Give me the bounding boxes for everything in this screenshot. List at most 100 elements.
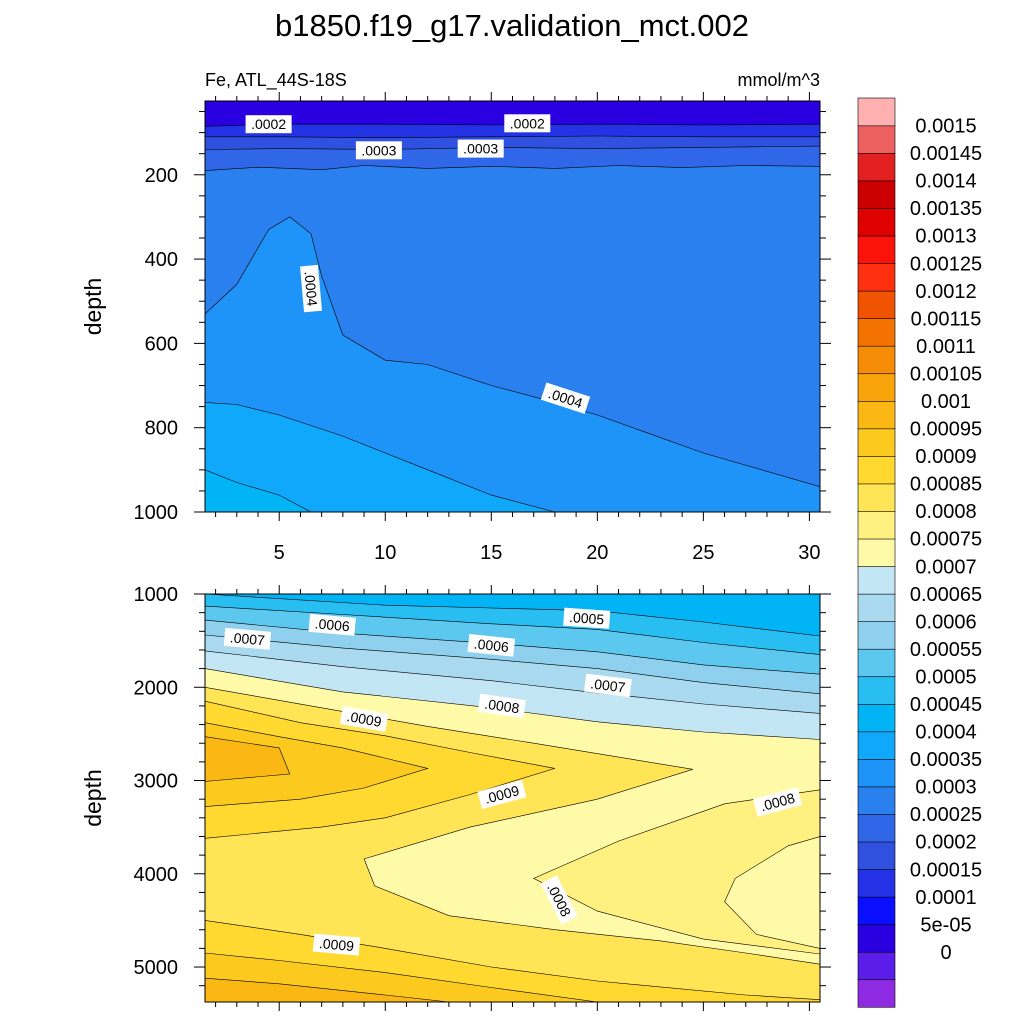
- y-tick-label: 400: [145, 249, 178, 271]
- colorbar-box: [857, 152, 896, 182]
- x-tick-label: 5: [274, 542, 285, 564]
- contour-label-bg: [245, 115, 292, 134]
- colorbar-box: [857, 703, 896, 733]
- colorbar-label: 0.00125: [910, 253, 982, 275]
- x-tick-label: 10: [374, 542, 396, 564]
- contour-lines: [205, 594, 820, 1002]
- contour-label: .0005: [563, 607, 611, 629]
- contour-label: .0003: [457, 139, 504, 158]
- contour-label-bg: [540, 382, 591, 414]
- contour-fill: [205, 469, 311, 512]
- contour-label-bg: [504, 114, 551, 133]
- contour-line: [205, 736, 291, 782]
- contour-label: .0007: [223, 627, 272, 650]
- contour-label-bg: [563, 607, 611, 629]
- x-tick-label: 30: [798, 542, 820, 564]
- units-label: mmol/m^3: [738, 70, 820, 90]
- colorbar-label: 0.0001: [915, 887, 976, 909]
- contour-label: .0009: [339, 706, 389, 732]
- colorbar-label: 0.00025: [910, 804, 982, 826]
- contour-fill: [205, 736, 290, 782]
- x-tick-label: 20: [586, 542, 608, 564]
- contour-label-text: .0009: [345, 708, 382, 730]
- contour-label-bg: [300, 264, 322, 313]
- colorbar-label: 5e-05: [920, 914, 971, 936]
- contour-line: [205, 165, 820, 171]
- colorbar-label: 0.0005: [915, 667, 976, 689]
- colorbar-label: 0.00015: [910, 859, 982, 881]
- colorbar-box: [857, 483, 896, 512]
- contour-label-text: .0002: [251, 116, 286, 132]
- contour-label-bg: [308, 613, 356, 636]
- contour-label-bg: [477, 779, 527, 810]
- y-tick-label: 600: [145, 333, 178, 355]
- colorbar-box: [857, 318, 896, 347]
- colorbar-box: [857, 373, 896, 402]
- colorbar-box: [857, 786, 896, 815]
- colorbar-box: [857, 813, 896, 843]
- contour-label-bg: [312, 933, 361, 956]
- colorbar-label: 0.00065: [910, 584, 982, 606]
- colorbar-box: [857, 593, 896, 622]
- colorbar-box: [857, 345, 896, 375]
- contour-label-text: .0007: [229, 629, 266, 648]
- contour-fill: [205, 978, 449, 1002]
- contour-label-text: .0002: [510, 115, 545, 131]
- y-axis-label: depth: [80, 278, 106, 336]
- colorbar-box: [857, 758, 896, 788]
- contour-line: [205, 216, 820, 487]
- contour-line: [205, 952, 598, 1002]
- contour-label: .0009: [312, 933, 361, 956]
- contour-label: .0006: [467, 633, 516, 657]
- contour-label-text: .0009: [318, 935, 355, 954]
- colorbar-box: [857, 896, 896, 925]
- colorbar-label: 0.0002: [915, 832, 976, 854]
- colorbar-box: [857, 924, 896, 953]
- colorbar-label: 0.00145: [910, 143, 982, 165]
- contour-line: [533, 789, 820, 955]
- contour-label: .0002: [504, 114, 551, 133]
- contour-line: [205, 722, 429, 807]
- colorbar-label: 0.00075: [910, 529, 982, 551]
- variable-region-label: Fe, ATL_44S-18S: [205, 70, 347, 91]
- colorbar-box: [857, 428, 896, 457]
- colorbar-box: [857, 731, 896, 760]
- contour-label-bg: [223, 627, 272, 650]
- lower-panel: .0006 .0007 .0005 .0006 .0007 .0008 .0009 .0009…: [80, 584, 831, 1011]
- y-tick-label: 2000: [134, 677, 179, 699]
- contour-label-bg: [355, 141, 402, 160]
- colorbar-label: 0.0009: [915, 446, 976, 468]
- contour-line: [205, 668, 820, 740]
- contour-label: .0007: [583, 673, 632, 698]
- colorbar-label: 0.0013: [915, 226, 976, 248]
- contour-label: .0002: [245, 115, 292, 134]
- colorbar-box: [857, 125, 896, 154]
- contour-label-bg: [753, 787, 803, 817]
- upper-panel: .0002.0002.0003.0003.0004.00045 10 15 20 25 3…: [80, 92, 831, 564]
- contour-label-text: .0008: [483, 696, 520, 717]
- colorbar-box: [857, 235, 896, 264]
- x-axis: 5 10 15 20 25 30: [215, 92, 821, 564]
- contour-fill: [724, 836, 820, 949]
- contour-line: [205, 650, 820, 714]
- contour-line: [205, 920, 820, 1000]
- y-tick-label: 800: [145, 418, 178, 440]
- contour-label-text: .0006: [473, 636, 510, 656]
- contour-label-text: .0003: [361, 142, 396, 158]
- contour-line: [205, 135, 820, 139]
- figure-title: b1850.f19_g17.validation_mct.002: [275, 8, 749, 43]
- contour-label-bg: [467, 633, 516, 657]
- contour-label: .0004: [300, 264, 322, 313]
- contour-label-bg: [477, 693, 526, 719]
- colorbar-box: [857, 400, 896, 430]
- colorbar-label: 0.00095: [910, 419, 982, 441]
- contour-label-text: .0007: [590, 675, 627, 695]
- colorbar-box: [857, 621, 896, 650]
- colorbar-label: 0.0011: [916, 336, 976, 358]
- contour-label: .0006: [308, 613, 356, 636]
- contour-label-text: .0003: [463, 141, 498, 157]
- contour-fills: [205, 101, 820, 512]
- colorbar-box: [857, 207, 896, 237]
- contour-line: [205, 634, 820, 695]
